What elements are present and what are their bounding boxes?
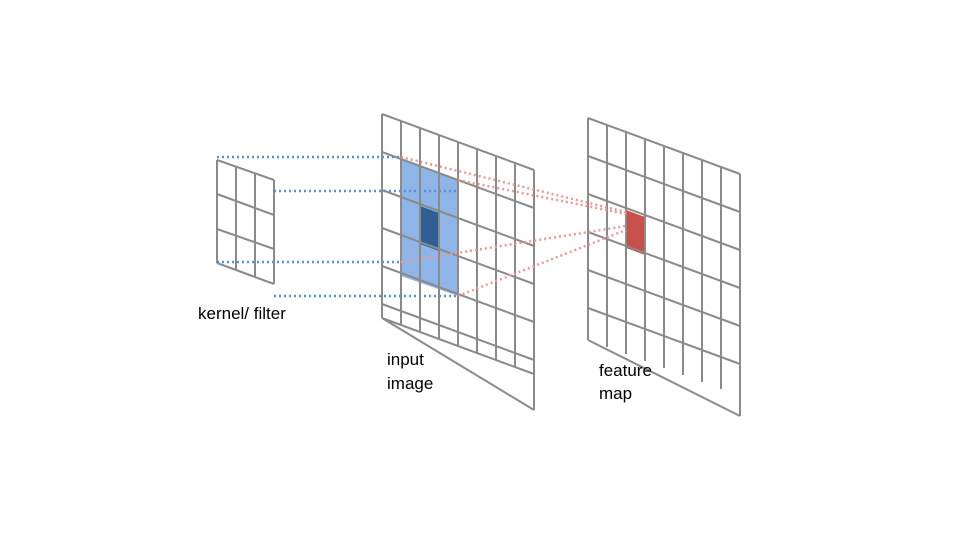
feature-map-grid [587, 117, 741, 417]
input-image-label-line1: input [387, 350, 424, 369]
kernel-grid [216, 159, 275, 285]
kernel-projection-lines [217, 155, 458, 298]
feature-map-label-line2: map [599, 384, 633, 403]
output-projection-lines [400, 155, 627, 298]
feature-map-output-cell [626, 210, 645, 255]
input-image-label-line2: image [387, 374, 434, 393]
kernel-filter-label: kernel/ filter [198, 304, 286, 323]
receptive-field-center-cell [420, 206, 439, 251]
feature-map-label-line1: feature [599, 361, 652, 380]
